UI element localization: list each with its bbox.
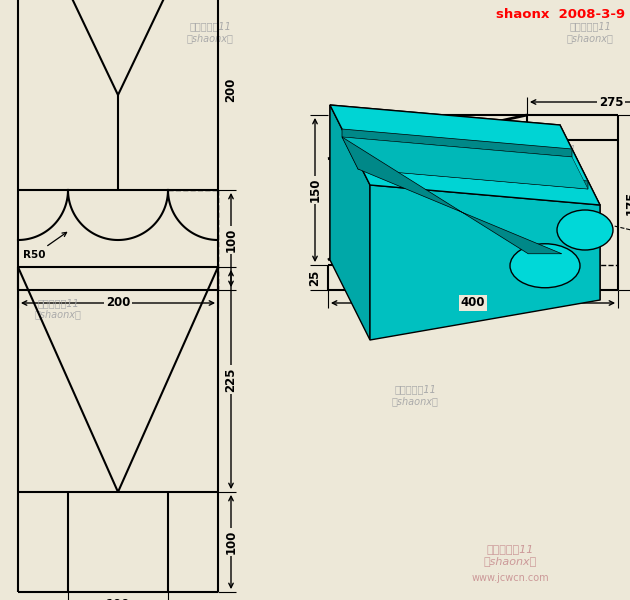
Text: 200: 200	[224, 78, 238, 102]
Polygon shape	[560, 125, 600, 300]
Text: 100: 100	[106, 599, 130, 600]
Text: 150: 150	[309, 178, 321, 202]
Text: www.jcwcn.com: www.jcwcn.com	[471, 573, 549, 583]
Text: 三维练习题11
（shaonx）: 三维练习题11 （shaonx）	[566, 21, 614, 43]
Text: 200: 200	[106, 296, 130, 310]
Text: 三维练习题11
（shaonx）: 三维练习题11 （shaonx）	[483, 544, 537, 566]
Text: 100: 100	[224, 228, 238, 252]
Polygon shape	[330, 105, 370, 340]
Text: 400: 400	[461, 296, 485, 310]
Polygon shape	[330, 105, 600, 205]
Polygon shape	[342, 137, 588, 189]
Polygon shape	[330, 105, 560, 260]
Text: 三维练习题11
（shaonx）: 三维练习题11 （shaonx）	[532, 144, 578, 166]
Text: 25: 25	[309, 269, 321, 286]
Text: 三维练习题11
（shaonx）: 三维练习题11 （shaonx）	[392, 287, 438, 309]
Text: 175: 175	[624, 190, 630, 215]
Polygon shape	[370, 185, 600, 340]
Text: 三维练习题11
（shaonx）: 三维练习题11 （shaonx）	[35, 298, 82, 320]
Ellipse shape	[557, 210, 613, 250]
Text: 三维练习题11
（shaonx）: 三维练习题11 （shaonx）	[532, 189, 578, 211]
Polygon shape	[358, 161, 588, 189]
Text: 275: 275	[598, 95, 623, 109]
Polygon shape	[342, 129, 572, 157]
Ellipse shape	[510, 244, 580, 288]
Text: R50: R50	[23, 232, 67, 260]
Text: 225: 225	[224, 367, 238, 392]
Text: shaonx  2008-3-9: shaonx 2008-3-9	[496, 8, 625, 21]
Text: 三维练习题11
（shaonx）: 三维练习题11 （shaonx）	[392, 384, 438, 406]
Text: 三维练习题11
（shaonx）: 三维练习题11 （shaonx）	[186, 21, 234, 43]
Polygon shape	[342, 137, 562, 254]
Text: 100: 100	[224, 530, 238, 554]
